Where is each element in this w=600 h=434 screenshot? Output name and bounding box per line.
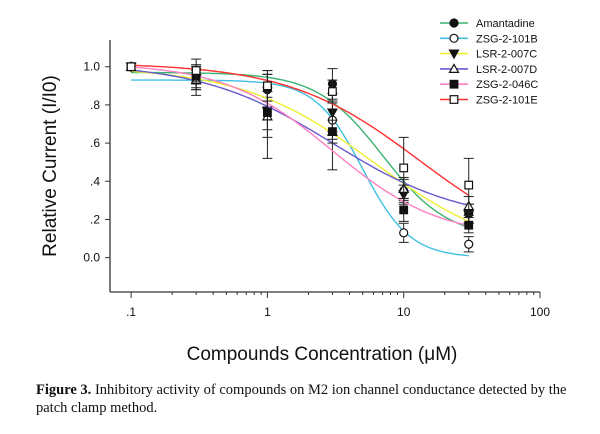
y-axis-label: Relative Current (I/I0) xyxy=(40,75,61,257)
series-zsg-2-101b xyxy=(126,62,474,257)
caption-label: Figure 3. xyxy=(36,382,92,398)
data-point xyxy=(399,163,409,173)
x-tick-label: .1 xyxy=(126,305,136,319)
y-tick-label: 1.0 xyxy=(83,60,100,74)
data-point xyxy=(126,62,136,72)
fit-curve xyxy=(131,71,469,228)
data-point xyxy=(399,228,409,238)
y-tick-label: .6 xyxy=(90,136,100,150)
y-tick-label: 0.0 xyxy=(83,251,100,265)
fit-curve xyxy=(131,69,469,206)
y-tick-label: .8 xyxy=(90,98,100,112)
x-tick-label: 1 xyxy=(264,305,271,319)
legend-marker xyxy=(448,49,460,60)
data-point xyxy=(464,220,474,230)
data-point xyxy=(263,108,272,117)
x-tick-label: 100 xyxy=(530,305,550,319)
legend-marker xyxy=(449,95,459,104)
data-point xyxy=(464,180,474,190)
series-zsg-2-046c xyxy=(126,62,474,234)
fit-curve xyxy=(131,64,470,196)
legend-label: ZSG-2-046C xyxy=(476,79,538,91)
legend-label: LSR-2-007C xyxy=(476,49,537,61)
data-point xyxy=(263,81,272,91)
series-amantadine xyxy=(126,62,474,228)
legend-label: ZSG-2-101B xyxy=(476,33,538,45)
data-point xyxy=(328,127,337,137)
data-point xyxy=(399,205,409,215)
caption-text: Inhibitory activity of compounds on M2 i… xyxy=(36,382,567,416)
legend-label: LSR-2-007D xyxy=(476,64,537,76)
figure-caption: Figure 3. Inhibitory activity of compoun… xyxy=(36,381,576,417)
x-axis-label: Compounds Concentration (μM) xyxy=(187,344,458,365)
legend-label: Amantadine xyxy=(476,18,535,30)
y-tick-label: .2 xyxy=(90,212,100,226)
fit-curve xyxy=(131,79,469,257)
fit-curve xyxy=(131,66,469,227)
dose-response-chart: 0.0 .2 .4 .6 .8 1.0 .1 1 10 100 Compounds Concentr… xyxy=(40,18,550,365)
legend-marker xyxy=(449,79,459,89)
legend-marker xyxy=(449,33,459,43)
series-zsg-2-101e xyxy=(126,58,474,213)
data-point xyxy=(464,239,474,249)
data-point xyxy=(328,87,337,96)
legend-label: ZSG-2-101E xyxy=(476,95,538,107)
x-tick-label: 10 xyxy=(397,305,411,319)
legend-marker xyxy=(448,63,460,73)
legend-marker xyxy=(449,18,459,28)
data-point xyxy=(191,66,201,75)
fit-curve xyxy=(131,70,469,222)
y-tick-label: .4 xyxy=(90,174,100,188)
